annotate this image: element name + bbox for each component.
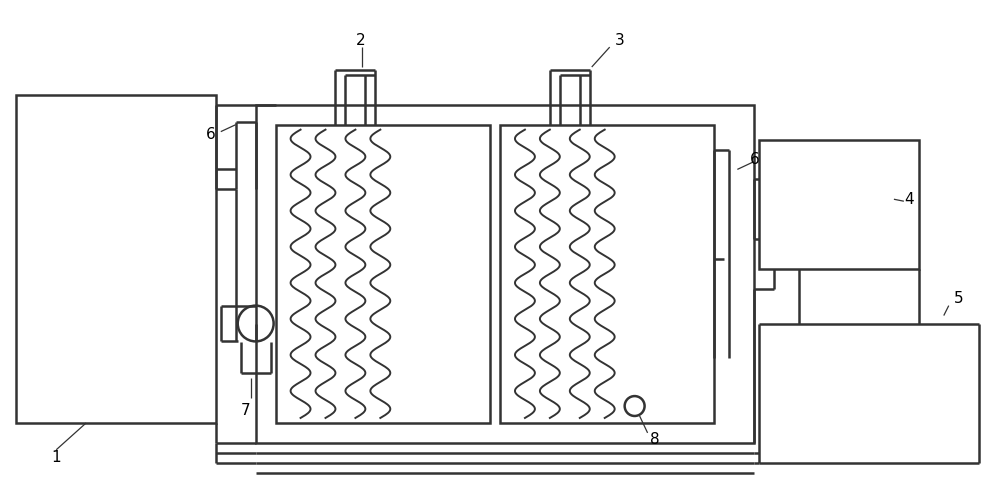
Bar xyxy=(500,125,714,423)
Bar xyxy=(759,139,919,269)
Text: 3: 3 xyxy=(615,33,625,48)
Bar xyxy=(276,125,490,423)
Text: 1: 1 xyxy=(51,450,61,465)
Text: 6: 6 xyxy=(206,127,216,142)
Text: 6: 6 xyxy=(749,152,759,167)
Bar xyxy=(256,105,754,443)
Text: 2: 2 xyxy=(356,33,365,48)
Text: 7: 7 xyxy=(241,402,251,418)
Text: 8: 8 xyxy=(650,433,659,447)
Text: 4: 4 xyxy=(904,192,914,207)
Bar xyxy=(16,95,216,423)
Text: 5: 5 xyxy=(954,291,964,306)
